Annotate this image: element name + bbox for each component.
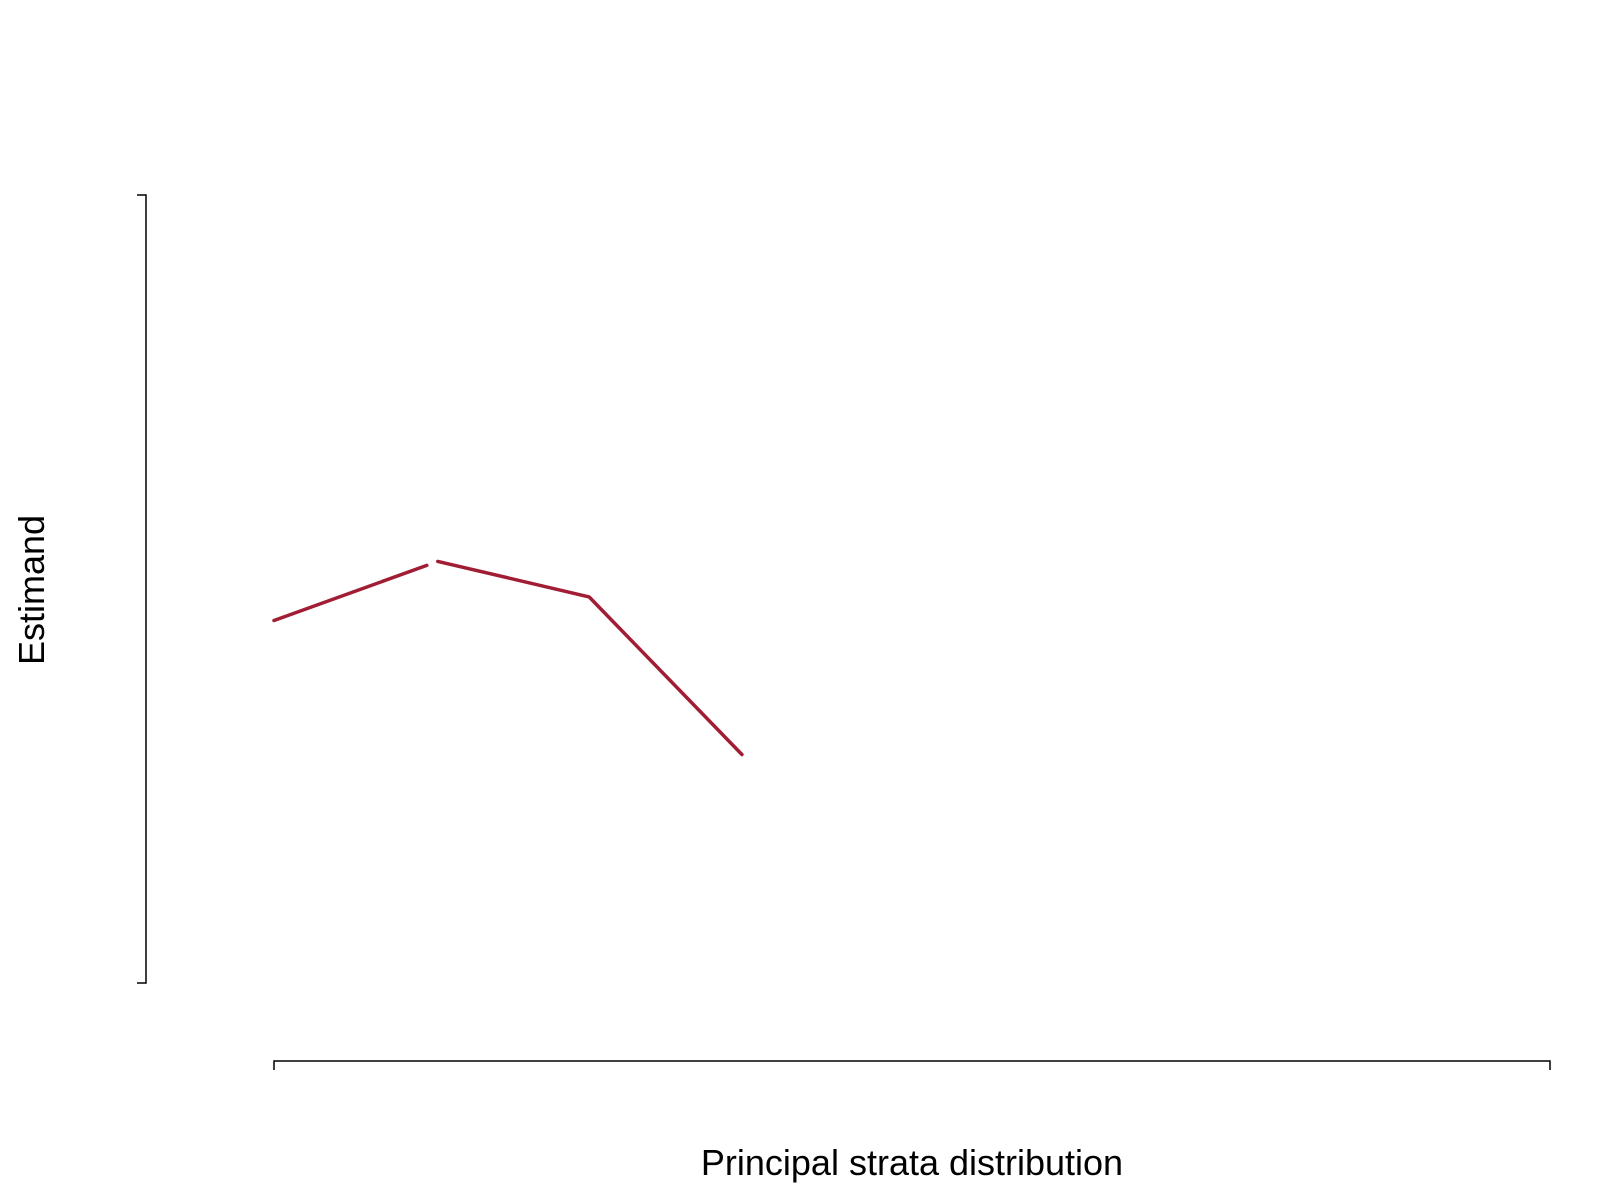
x-axis-line	[273, 1060, 1551, 1070]
series-0	[272, 559, 744, 757]
y-axis-line	[137, 194, 147, 984]
x-axis	[273, 1060, 1551, 1070]
y-axis	[137, 194, 147, 984]
series-line-segment-0	[272, 563, 429, 623]
series-line-segment-1	[436, 559, 744, 757]
x-axis-label: Principal strata distribution	[701, 1142, 1123, 1183]
series-layer	[272, 559, 744, 757]
y-axis-label: Estimand	[11, 515, 52, 665]
